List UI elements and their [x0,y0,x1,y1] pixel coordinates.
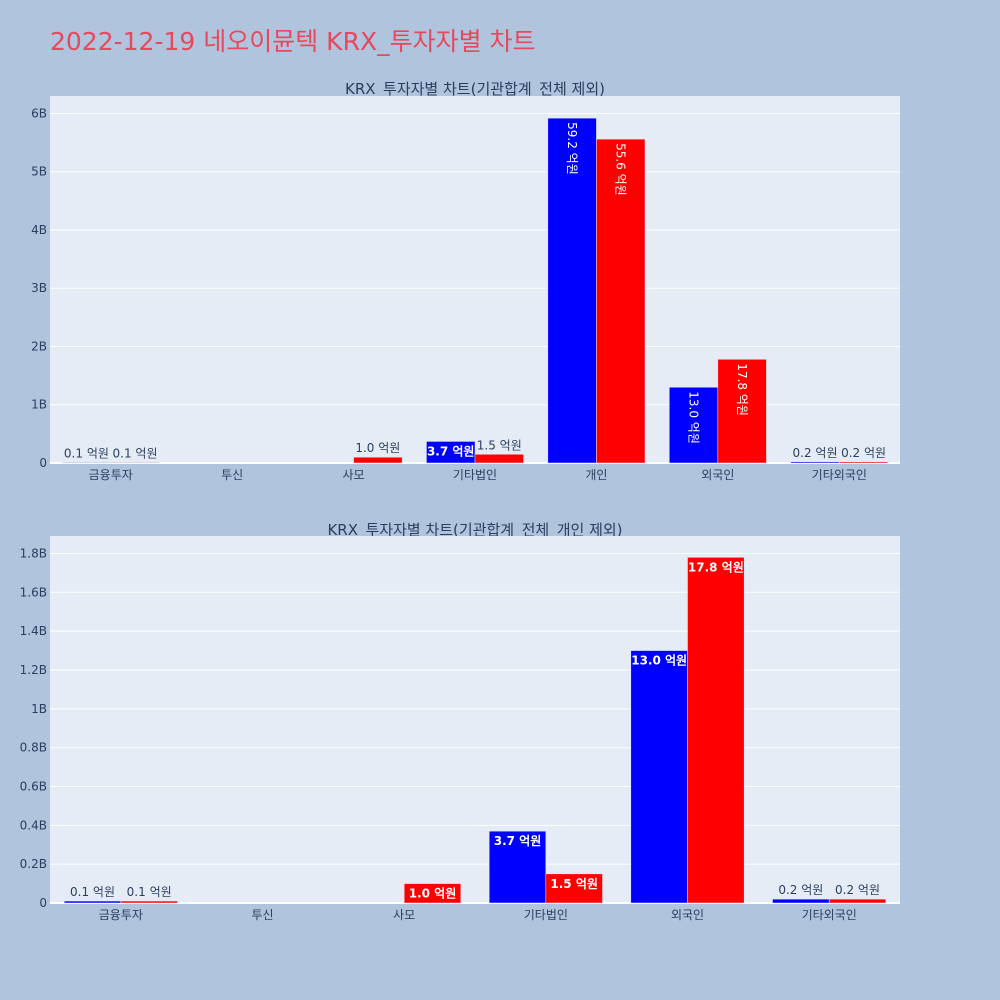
chart-top-x-tick-label: 사모 [343,468,365,482]
page-title: 2022-12-19 네오이뮨텍 KRX_투자자별 차트 [50,27,536,56]
chart-top-y-tick-label: 1B [31,398,47,412]
chart-top-bar [426,441,476,464]
chart-bottom-bar [120,900,178,904]
chart-top-bar [669,387,719,464]
chart-bottom-x-tick-label: 기타외국인 [802,908,857,922]
chart-top-data-label: 17.8 억원 [735,363,749,416]
chart-top-bar [474,454,524,464]
chart-bottom-x-tick-label: 외국인 [671,908,704,922]
chart-bottom-data-label: 1.5 억원 [550,877,598,891]
chart-top-bar [61,462,111,464]
chart-top-data-label: 0.2 억원 [793,446,838,460]
chart-top-x-tick-label: 외국인 [701,468,734,482]
chart-bottom-y-tick-label: 0 [39,896,47,910]
chart-top-data-label: 3.7 억원 [427,444,475,458]
chart-bottom-bar [828,898,887,904]
chart-bottom-y-tick-label: 1.2B [20,663,47,677]
chart-bottom-y-tick-label: 1.6B [20,585,47,599]
chart-bottom-bar [403,883,462,904]
chart-bottom-plot-area [50,536,900,903]
chart-bottom-bar [488,830,547,904]
chart-top-bar [110,462,160,464]
chart-bottom-bar [772,898,830,904]
chart-top-y-tick-label: 4B [31,223,47,237]
chart-bottom-bar [63,900,122,904]
chart-top-title: KRX_투자자별 차트(기관합계_전체 제외) [345,80,605,99]
chart-bottom-y-tick-label: 0.4B [20,818,47,832]
chart-bottom-x-tick-label: 사모 [393,908,415,922]
chart-bottom-data-label: 1.0 억원 [409,887,457,901]
chart-top-y-tick-label: 5B [31,165,47,179]
chart-top-y-tick-label: 2B [31,339,47,353]
chart-top-data-label: 0.2 억원 [841,446,886,460]
chart-top-x-tick-label: 기타외국인 [812,468,867,482]
chart-top-x-tick-label: 기타법인 [453,468,497,482]
chart-bottom-y-tick-label: 0.8B [20,741,47,755]
chart-top-data-label: 0.1 억원 [113,446,158,460]
chart-top-x-tick-label: 금융투자 [89,468,133,482]
chart-bottom-data-label: 0.1 억원 [70,885,115,899]
chart-top-plot-area [50,96,900,463]
chart-bottom-x-tick-label: 투신 [251,908,273,922]
chart-bottom-y-tick-label: 0.6B [20,779,47,793]
chart-top-y-tick-label: 0 [39,456,47,470]
chart-top-data-label: 0.1 억원 [64,446,109,460]
chart-top-bar [596,138,646,464]
chart-bottom-x-tick-label: 금융투자 [99,908,143,922]
chart-top-data-label: 13.0 억원 [687,391,701,444]
chart-top-y-tick-label: 3B [31,281,47,295]
chart-top-bar [790,461,840,464]
chart-bottom: KRX_투자자별 차트(기관합계_전체_개인 제외) 0 0.2B 0.4B 0.6B 0… [20,521,900,922]
chart-top: KRX_투자자별 차트(기관합계_전체 제외) 0 1B 2B 3B 4B 5B 6B 금융투자… [31,80,900,482]
chart-bottom-title: KRX_투자자별 차트(기관합계_전체_개인 제외) [327,521,622,540]
chart-bottom-data-label: 0.1 억원 [127,885,172,899]
chart-top-x-tick-label: 투신 [221,468,243,482]
chart-bottom-y-tick-label: 0.2B [20,857,47,871]
chart-bottom-data-label: 0.2 억원 [835,883,880,897]
chart-bottom-data-label: 17.8 억원 [688,560,744,574]
chart-top-y-tick-label: 6B [31,106,47,120]
chart-bottom-y-tick-label: 1B [31,702,47,716]
chart-bottom-y-tick-label: 1.8B [20,546,47,560]
chart-top-data-label: 1.0 억원 [355,441,400,455]
chart-bottom-bar [687,557,745,904]
chart-top-bar [547,117,597,464]
chart-top-x-tick-label: 개인 [585,468,607,482]
chart-top-bar [717,359,767,464]
chart-top-data-label: 1.5 억원 [477,438,522,452]
chart-top-data-label: 55.6 억원 [614,143,628,196]
chart-top-bar [353,456,403,464]
chart-top-bar [839,461,889,464]
chart-bottom-bar [545,873,603,904]
chart-bottom-x-tick-label: 기타법인 [524,908,568,922]
chart-top-data-label: 59.2 억원 [565,122,579,175]
chart-bottom-data-label: 13.0 억원 [631,654,687,668]
chart-bottom-y-tick-label: 1.4B [20,624,47,638]
chart-bottom-data-label: 0.2 억원 [778,883,823,897]
chart-bottom-data-label: 3.7 억원 [494,834,542,848]
chart-bottom-bar [630,650,688,904]
